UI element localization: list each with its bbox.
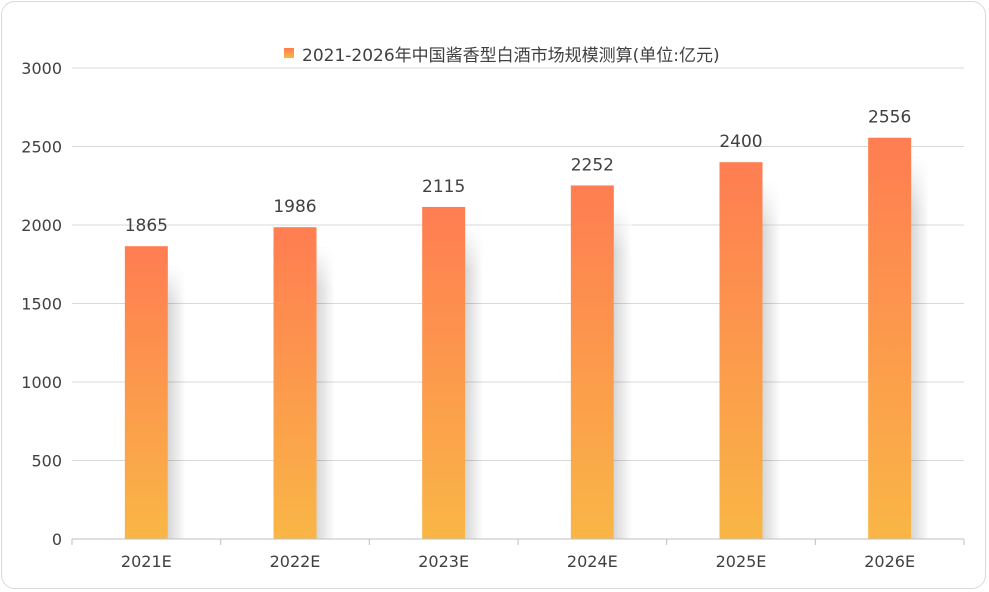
- x-tick-label: 2026E: [864, 552, 915, 571]
- y-tick-label: 2500: [21, 138, 62, 157]
- legend-swatch: [284, 48, 294, 58]
- y-tick-label: 2000: [21, 216, 62, 235]
- data-label: 1986: [273, 197, 316, 217]
- x-tick-label: 2021E: [121, 552, 172, 571]
- data-labels: 1865 1986 2115 2252 2400 2556: [125, 108, 912, 236]
- x-tick-label: 2024E: [567, 552, 618, 571]
- gridlines: [72, 67, 964, 461]
- bar: [570, 185, 614, 539]
- bar: [868, 137, 912, 539]
- data-label: 2252: [571, 155, 614, 175]
- bar-shadows: [167, 157, 930, 539]
- data-label: 2556: [868, 108, 911, 128]
- bar-shadow-fade: [613, 205, 632, 339]
- bars: [124, 137, 912, 539]
- data-label: 1865: [125, 216, 168, 236]
- y-tick-label: 1000: [21, 373, 62, 392]
- bar-shadow-fade: [762, 182, 781, 325]
- data-label: 2400: [719, 132, 762, 152]
- chart-title: 2021-2026年中国酱香型白酒市场规模测算(单位:亿元): [302, 46, 720, 66]
- x-tick-label: 2025E: [716, 552, 767, 571]
- bar: [422, 206, 466, 539]
- bar: [273, 227, 317, 539]
- data-label: 2115: [422, 177, 465, 197]
- y-tick-label: 500: [31, 452, 62, 471]
- bar-shadow-fade: [911, 157, 930, 311]
- bar: [719, 162, 763, 539]
- y-tick-label: 3000: [21, 59, 62, 78]
- y-axis: 0 500 1000 1500 2000 2500 3000: [21, 59, 62, 549]
- x-axis: 2021E 2022E 2023E 2024E 2025E 2026E: [71, 538, 965, 571]
- bar-shadow-fade: [167, 266, 186, 376]
- y-tick-label: 0: [52, 530, 62, 549]
- y-tick-label: 1500: [21, 295, 62, 314]
- x-tick-label: 2022E: [270, 552, 321, 571]
- bar-shadow-fade: [316, 247, 335, 364]
- bar-shadow-fade: [465, 226, 484, 352]
- x-tick-label: 2023E: [418, 552, 469, 571]
- bar: [124, 246, 168, 539]
- chart-legend: 2021-2026年中国酱香型白酒市场规模测算(单位:亿元): [284, 46, 720, 66]
